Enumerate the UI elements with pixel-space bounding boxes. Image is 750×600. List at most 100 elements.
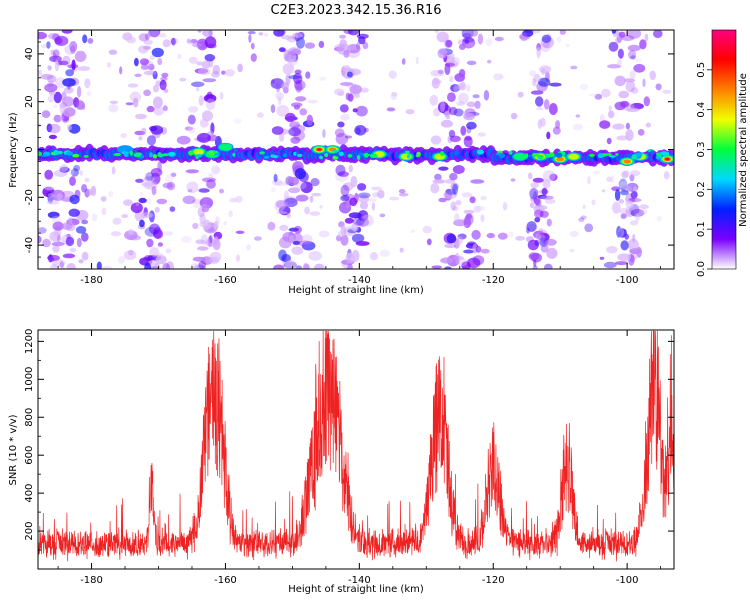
heatmap-speckle (288, 62, 295, 72)
heatmap-noise-blob (162, 39, 171, 48)
heatmap-noise-blob (603, 261, 617, 269)
heatmap-speckle (379, 249, 390, 257)
heatmap-noise-blob (288, 75, 302, 80)
heatmap-speckle (208, 173, 214, 179)
heatmap-speckle (121, 214, 129, 219)
heatmap-noise-blob (306, 114, 314, 126)
heatmap-noise-blob (38, 235, 42, 244)
heatmap-x-tick-label: -140 (348, 275, 371, 286)
heatmap-noise-blob (539, 237, 548, 247)
heatmap-speckle (219, 188, 224, 194)
heatmap-speckle (100, 196, 107, 202)
colorbar-tick-label: 0.2 (696, 181, 707, 197)
heatmap-noise-blob (66, 263, 76, 269)
heatmap-speckle (108, 190, 114, 198)
heatmap-noise-blob (197, 68, 211, 76)
heatmap-noise-blob (349, 197, 358, 207)
heatmap-band-speck (293, 151, 297, 156)
heatmap-noise-blob (134, 57, 139, 67)
heatmap-noise-blob (203, 94, 217, 103)
heatmap-noise-blob (334, 128, 345, 138)
heatmap-noise-blob (599, 120, 611, 129)
heatmap-speckle (106, 62, 112, 68)
heatmap-noise-blob (337, 121, 345, 128)
heatmap-noise-blob (630, 191, 638, 199)
heatmap-x-tick-label: -160 (214, 275, 237, 286)
heatmap-band-speck (264, 155, 270, 159)
heatmap-speckle (575, 114, 580, 118)
heatmap-speckle (377, 189, 385, 199)
heatmap-noise-blob (189, 39, 198, 44)
heatmap-noise-blob (151, 185, 157, 196)
heatmap-noise-blob (357, 192, 371, 199)
heatmap-noise-blob (349, 84, 363, 95)
heatmap-noise-blob (620, 213, 627, 219)
snr-x-tick-label: -100 (616, 575, 639, 586)
heatmap-speckle (110, 231, 121, 237)
heatmap-noise-blob (528, 172, 533, 180)
heatmap-noise-blob (163, 88, 169, 93)
heatmap-speckle (215, 216, 221, 225)
heatmap-noise-blob (59, 164, 69, 172)
heatmap-speckle (68, 168, 75, 176)
heatmap-speckle (339, 34, 347, 39)
colorbar: 0.0 0.1 0.2 0.3 0.4 0.5 Normalized spectral a… (696, 29, 749, 277)
heatmap-noise-blob (46, 123, 53, 133)
heatmap-speckle (444, 62, 455, 67)
heatmap-noise-blob (459, 44, 466, 50)
heatmap-noise-blob (202, 78, 217, 83)
heatmap-x-tick-label: -100 (616, 275, 639, 286)
heatmap-noise-blob (47, 254, 60, 261)
heatmap-noise-blob (620, 189, 629, 196)
heatmap-speckle (610, 175, 615, 184)
heatmap-noise-blob (196, 61, 203, 66)
heatmap-noise-blob (284, 51, 297, 63)
heatmap-noise-blob (457, 82, 464, 91)
heatmap-noise-blob (607, 110, 615, 119)
heatmap-noise-blob (357, 210, 369, 222)
heatmap-noise-blob (443, 110, 451, 118)
heatmap-noise-blob (314, 263, 325, 269)
heatmap-noise-blob (628, 50, 636, 60)
heatmap-noise-blob (70, 45, 76, 54)
heatmap-noise-blob (186, 38, 191, 44)
heatmap-peak (193, 149, 204, 155)
heatmap-noise-blob (38, 227, 47, 234)
heatmap-noise-blob (612, 123, 625, 130)
heatmap-noise-blob (276, 105, 290, 117)
heatmap-speckle (108, 103, 119, 113)
heatmap-noise-blob (143, 176, 155, 182)
heatmap-noise-blob (608, 41, 619, 52)
heatmap-peak (568, 153, 579, 160)
heatmap-noise-blob (616, 135, 629, 141)
heatmap-speckle (494, 36, 504, 42)
heatmap-noise-blob (620, 35, 635, 41)
heatmap-noise-blob (196, 132, 211, 143)
heatmap-noise-blob (300, 181, 313, 194)
heatmap-speckle (54, 104, 58, 108)
heatmap-band-speck (604, 153, 613, 156)
heatmap-noise-blob (69, 194, 80, 205)
heatmap-noise-blob (335, 132, 349, 145)
heatmap-speckle (449, 76, 454, 83)
heatmap-noise-blob (42, 238, 51, 248)
heatmap-band-speck (319, 155, 323, 160)
heatmap-noise-blob (191, 81, 205, 88)
heatmap-noise-blob (187, 114, 196, 125)
heatmap-noise-blob (294, 69, 302, 75)
heatmap-speckle (487, 59, 492, 64)
heatmap-noise-blob (209, 256, 220, 264)
heatmap-speckle (81, 219, 89, 225)
heatmap-speckle (165, 174, 174, 183)
heatmap-noise-blob (155, 255, 167, 265)
heatmap-noise-blob (606, 246, 618, 254)
heatmap-speckle (264, 32, 269, 37)
heatmap-speckle (368, 198, 378, 202)
heatmap-noise-blob (448, 129, 456, 138)
heatmap-speckle (584, 223, 594, 233)
heatmap-noise-blob (431, 77, 440, 89)
heatmap-noise-blob (430, 135, 442, 145)
heatmap-noise-blob (204, 54, 216, 62)
heatmap-noise-blob (463, 112, 475, 121)
